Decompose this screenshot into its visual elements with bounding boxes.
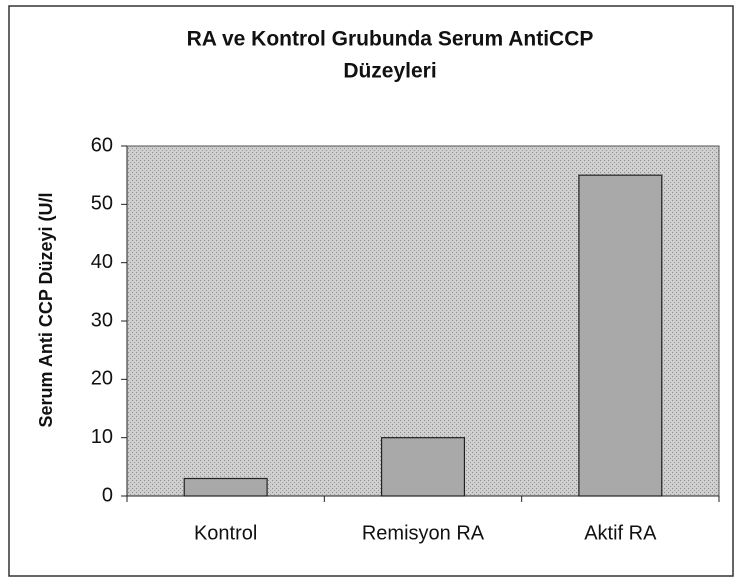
y-tick-label: 0 (102, 484, 113, 506)
y-tick-label: 60 (91, 134, 113, 156)
bar (380, 437, 466, 497)
y-tick-label: 10 (91, 426, 113, 448)
y-tick-label: 50 (91, 193, 113, 215)
x-tick-label: Kontrol (194, 522, 257, 544)
x-tick-label: Remisyon RA (362, 522, 485, 544)
y-tick-label: 30 (91, 309, 113, 331)
chart-title: Düzeyleri (343, 60, 436, 83)
y-tick-label: 40 (91, 251, 113, 273)
x-tick-label: Aktif RA (584, 522, 657, 544)
bar (183, 477, 268, 497)
y-tick-label: 20 (91, 368, 113, 390)
y-axis-label: Serum Anti CCP Düzeyi (U/l (36, 192, 56, 427)
bar (578, 174, 663, 497)
chart-title: RA ve Kontrol Grubunda Serum AntiCCP (187, 28, 594, 51)
